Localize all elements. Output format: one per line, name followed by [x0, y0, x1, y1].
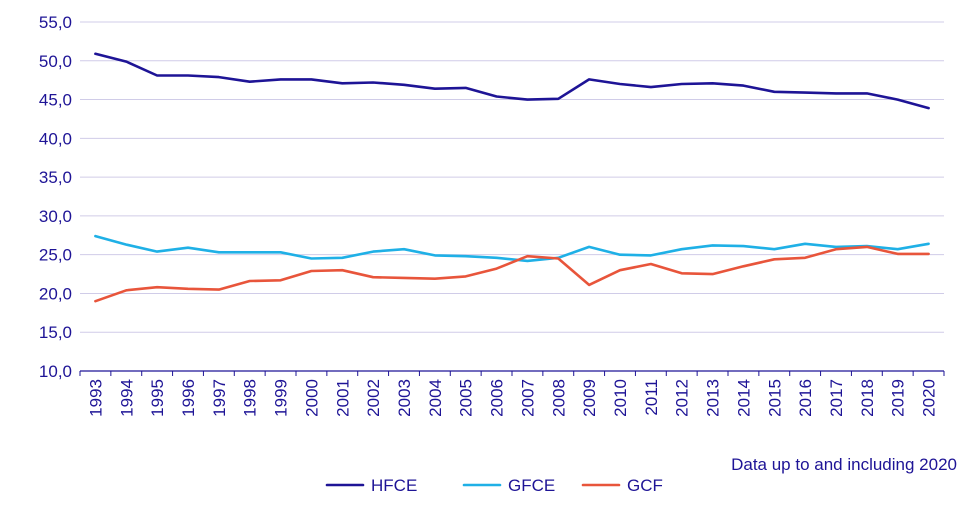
- y-tick-label: 10,0: [39, 362, 72, 381]
- data-note: Data up to and including 2020: [731, 455, 957, 474]
- x-tick-label: 1998: [241, 379, 260, 417]
- x-tick-label: 2016: [796, 379, 815, 417]
- x-tick-label: 1997: [210, 379, 229, 417]
- y-tick-label: 40,0: [39, 129, 72, 148]
- x-tick-label: 2014: [734, 379, 753, 417]
- x-tick-label: 1999: [272, 379, 291, 417]
- x-tick-label: 2002: [364, 379, 383, 417]
- x-tick-label: 2010: [611, 379, 630, 417]
- series-lines: [94, 52, 930, 303]
- y-axis: 10,0 15,0 20,0 25,0 30,0 35,0 40,0 45,0 50,0 55,0: [39, 13, 72, 381]
- x-tick-label: 2009: [580, 379, 599, 417]
- x-tick-label: 2001: [333, 379, 352, 417]
- y-tick-label: 25,0: [39, 246, 72, 265]
- x-tick-label: 2017: [827, 379, 846, 417]
- y-tick-label: 35,0: [39, 168, 72, 187]
- y-tick-label: 45,0: [39, 91, 72, 110]
- x-tick-label: 2005: [457, 379, 476, 417]
- x-tick-label: 2018: [858, 379, 877, 417]
- x-tick-label: 1993: [86, 379, 105, 417]
- y-tick-label: 30,0: [39, 207, 72, 226]
- x-tick-label: 2011: [642, 379, 661, 416]
- legend-label-hfce: HFCE: [371, 476, 417, 495]
- x-tick-label: 1995: [148, 379, 167, 417]
- x-tick-label: 2004: [426, 379, 445, 417]
- x-tick-label: 2003: [395, 379, 414, 417]
- x-tick-label: 2013: [704, 379, 723, 417]
- legend-label-gcf: GCF: [627, 476, 663, 495]
- x-tick-label: 2007: [518, 379, 537, 417]
- series-line-hfce: [94, 52, 930, 110]
- y-tick-label: 15,0: [39, 323, 72, 342]
- series-line-gfce: [94, 234, 930, 263]
- x-tick-label: 2000: [302, 379, 321, 417]
- x-tick-label: 2006: [488, 379, 507, 417]
- y-tick-label: 20,0: [39, 284, 72, 303]
- legend-label-gfce: GFCE: [508, 476, 555, 495]
- series-line-gcf: [94, 245, 930, 303]
- x-tick-label: 1994: [117, 379, 136, 417]
- y-tick-label: 50,0: [39, 52, 72, 71]
- x-axis: 1993 1994 1995 1996 1997 1998 1999 2000 2001 2002…: [79, 371, 945, 417]
- x-tick-label: 2012: [673, 379, 692, 417]
- gridlines: [80, 21, 944, 372]
- x-tick-label: 1996: [179, 379, 198, 417]
- legend: HFCE GFCE GCF: [325, 476, 663, 495]
- x-tick-label: 2020: [920, 379, 939, 417]
- y-tick-label: 55,0: [39, 13, 72, 32]
- x-tick-label: 2008: [549, 379, 568, 417]
- x-tick-label: 2015: [765, 379, 784, 417]
- x-tick-label: 2019: [889, 379, 908, 417]
